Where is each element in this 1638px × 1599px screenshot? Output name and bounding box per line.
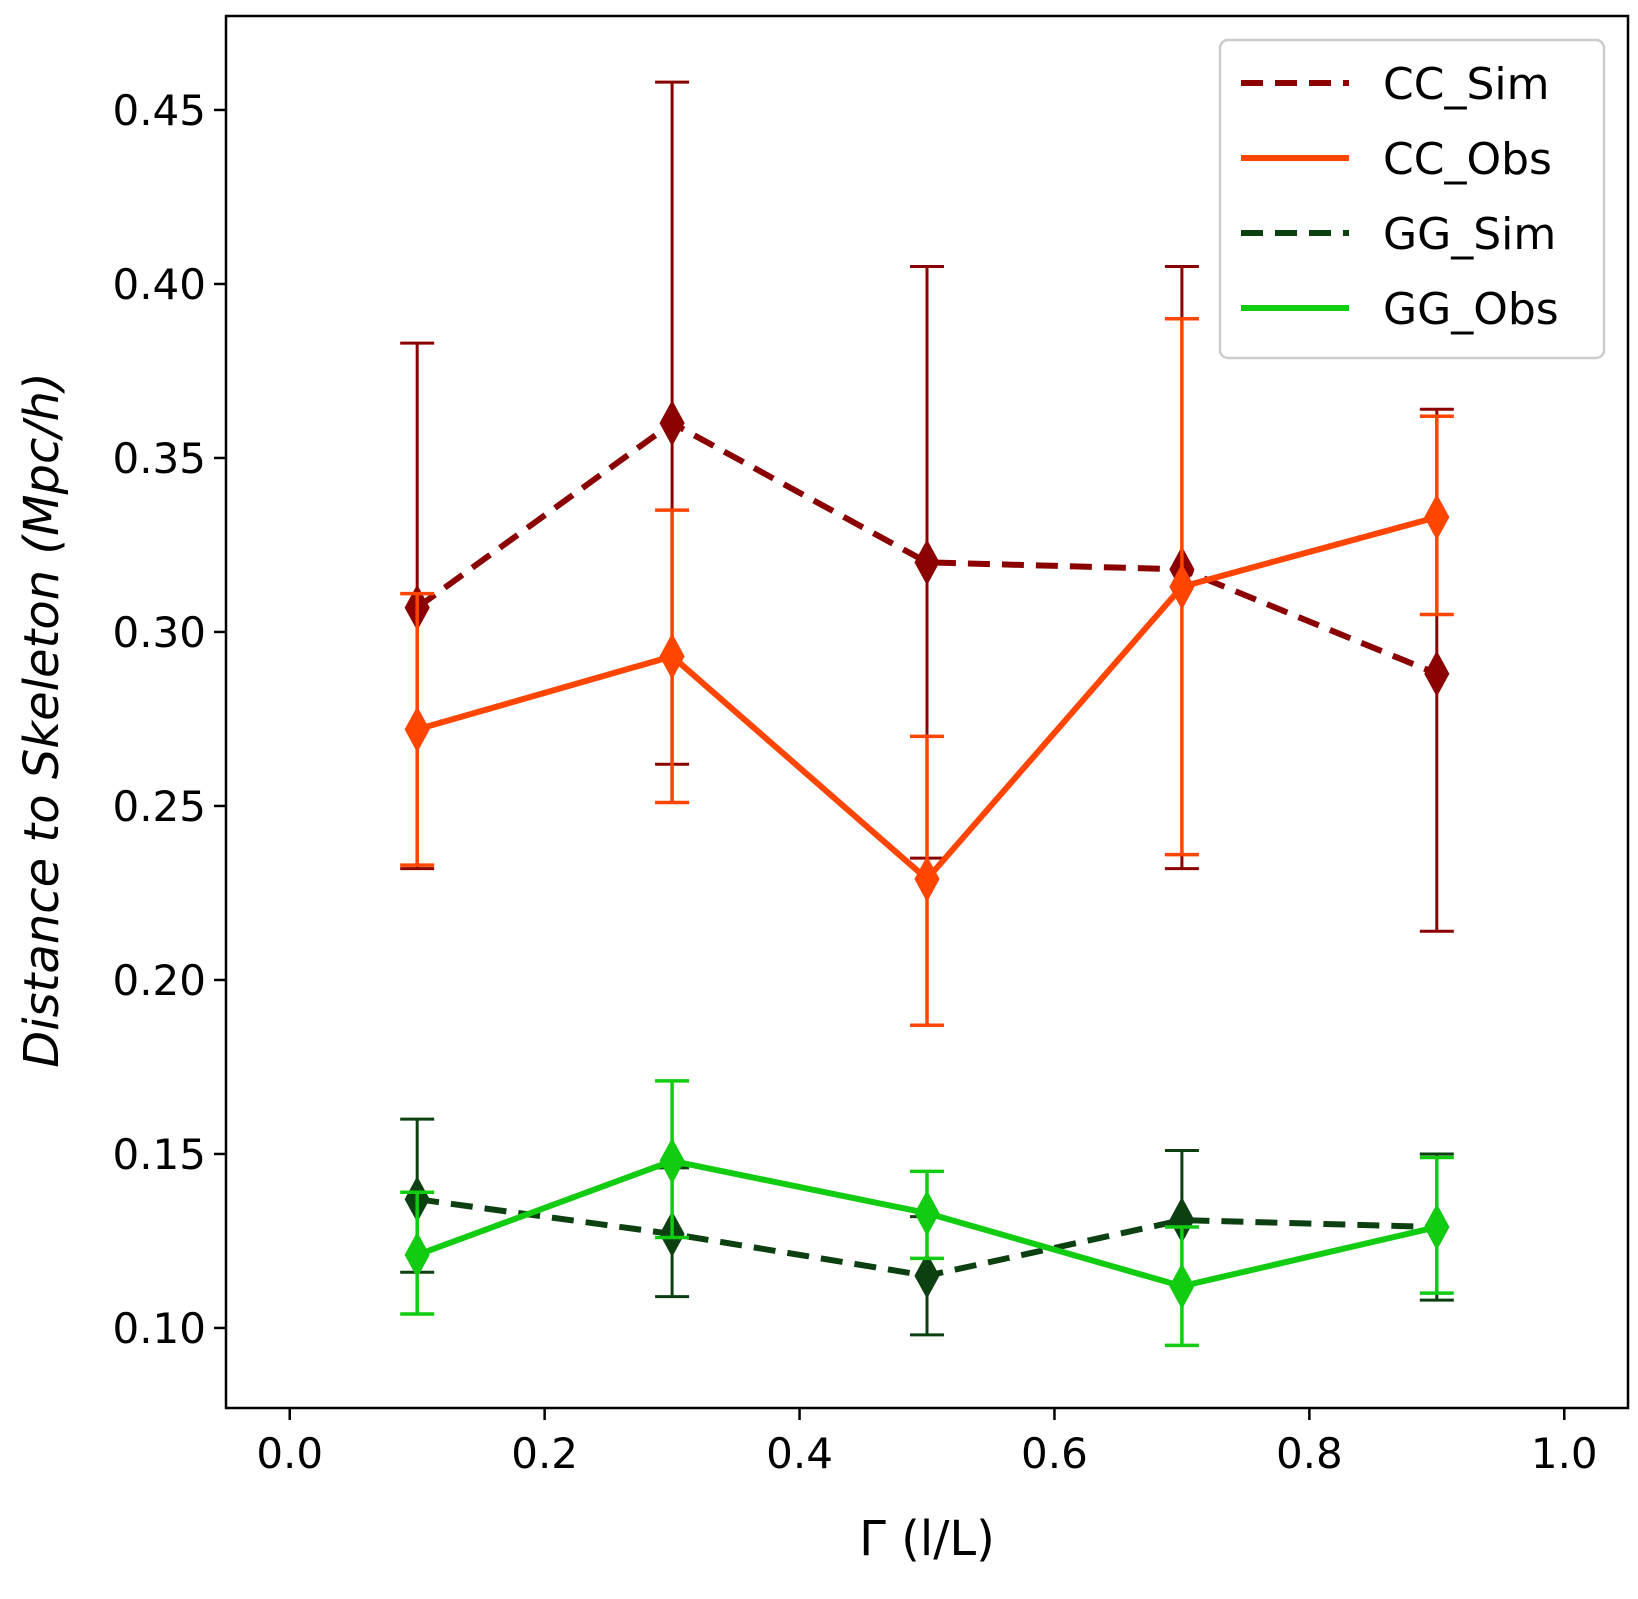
legend-box	[1218, 38, 1606, 360]
y-tick-label: 0.35	[112, 434, 206, 483]
data-point	[914, 1252, 940, 1299]
data-point	[914, 1190, 940, 1237]
data-point	[1424, 650, 1450, 697]
data-point	[659, 400, 685, 447]
data-point	[1424, 494, 1450, 541]
y-tick-label: 0.30	[112, 608, 206, 657]
series-line-cc-sim	[415, 420, 1438, 677]
y-tick-label: 0.25	[112, 782, 206, 831]
x-tick-label: 0.2	[511, 1429, 578, 1478]
y-axis-title: Distance to Skeleton (Mpc/h)	[14, 372, 70, 1067]
x-tick-label: 1.0	[1531, 1429, 1598, 1478]
x-tick-label: 0.8	[1276, 1429, 1343, 1478]
legend-label-gg-obs: GG_Obs	[1383, 284, 1559, 335]
legend-label-gg-sim: GG_Sim	[1383, 209, 1556, 260]
axes-layer: 0.0 0.2 0.4 0.6 0.8 1.0 0.10 0.15 0.20 0.25 0.30 0.…	[112, 86, 1597, 1478]
x-axis-title: Γ (l/L)	[859, 1511, 995, 1567]
series-cc-obs	[400, 317, 1454, 1027]
data-point	[1424, 1203, 1450, 1251]
y-tick-label: 0.15	[112, 1130, 206, 1179]
y-tick-label: 0.45	[112, 86, 206, 135]
data-point	[659, 1137, 685, 1184]
data-point	[914, 855, 940, 903]
data-point	[404, 1231, 430, 1278]
data-point	[1169, 1263, 1195, 1310]
y-tick-label: 0.40	[112, 260, 206, 309]
data-point	[914, 539, 940, 586]
series-layer	[400, 80, 1454, 1348]
legend-label-cc-obs: CC_Obs	[1383, 134, 1552, 185]
plot-frame	[224, 14, 1630, 1410]
data-point	[659, 633, 685, 680]
data-point	[404, 706, 430, 753]
series-gg-obs	[400, 1079, 1454, 1348]
x-tick-label: 0.0	[256, 1429, 323, 1478]
y-tick-label: 0.20	[112, 956, 206, 1005]
y-tick-label: 0.10	[112, 1304, 206, 1353]
x-tick-label: 0.6	[1021, 1429, 1088, 1478]
legend: CC_Sim CC_Obs GG_Sim GG_Obs	[1218, 38, 1606, 360]
x-tick-label: 0.4	[766, 1429, 833, 1478]
legend-label-cc-sim: CC_Sim	[1383, 59, 1549, 110]
data-point	[1169, 563, 1195, 610]
